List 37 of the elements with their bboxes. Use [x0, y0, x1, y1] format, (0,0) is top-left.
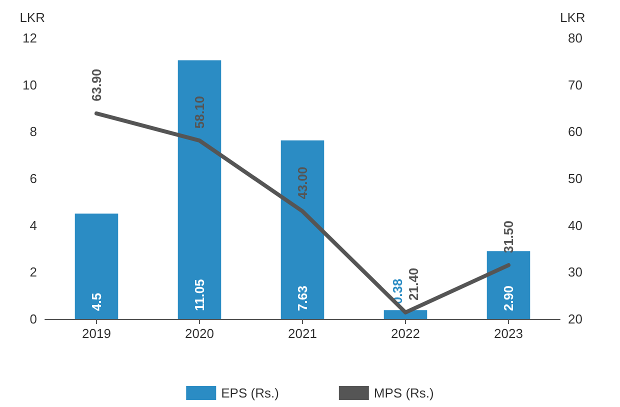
- data-label: 7.63: [295, 286, 310, 311]
- y-tick-label: 12: [22, 30, 37, 46]
- y2-tick-label: 40: [568, 218, 582, 233]
- y2-tick-label: 50: [568, 171, 582, 186]
- data-label: 58.10: [192, 96, 207, 129]
- y-tick-label: 0: [30, 312, 37, 326]
- y-tick-label: 8: [30, 124, 37, 140]
- x-tick-label: 2021: [288, 326, 317, 341]
- data-label: 2.90: [501, 286, 516, 311]
- y-tick-label: 10: [22, 77, 37, 92]
- legend-label: EPS (Rs.): [221, 386, 279, 400]
- legend-label: MPS (Rs.): [374, 386, 434, 400]
- data-label: 11.05: [192, 279, 207, 311]
- bar: [486, 251, 530, 319]
- data-label: 31.50: [501, 220, 516, 254]
- data-label: 4.5: [89, 292, 104, 311]
- bar: [280, 140, 324, 319]
- y2-tick-label: 80: [568, 30, 582, 46]
- bar: [384, 310, 428, 319]
- x-tick-label: 2022: [391, 326, 420, 341]
- y2-tick-label: 30: [568, 264, 582, 280]
- bar: [74, 214, 118, 319]
- y-tick-label: 2: [30, 264, 37, 280]
- bar: [178, 60, 222, 319]
- y2-axis-title: LKR: [560, 10, 586, 25]
- y2-tick-label: 60: [568, 124, 582, 140]
- y2-tick-label: 70: [568, 77, 582, 92]
- x-tick-label: 2019: [82, 326, 111, 341]
- y-tick-label: 6: [30, 171, 37, 186]
- y-tick-label: 4: [30, 218, 37, 233]
- x-tick-label: 2020: [185, 326, 214, 341]
- data-label: 21.40: [406, 268, 421, 300]
- y-axis-title: LKR: [20, 10, 45, 25]
- data-label: 63.90: [89, 68, 104, 102]
- y2-tick-label: 20: [568, 312, 582, 326]
- data-label: 43.00: [295, 166, 310, 200]
- x-tick-label: 2023: [494, 326, 523, 341]
